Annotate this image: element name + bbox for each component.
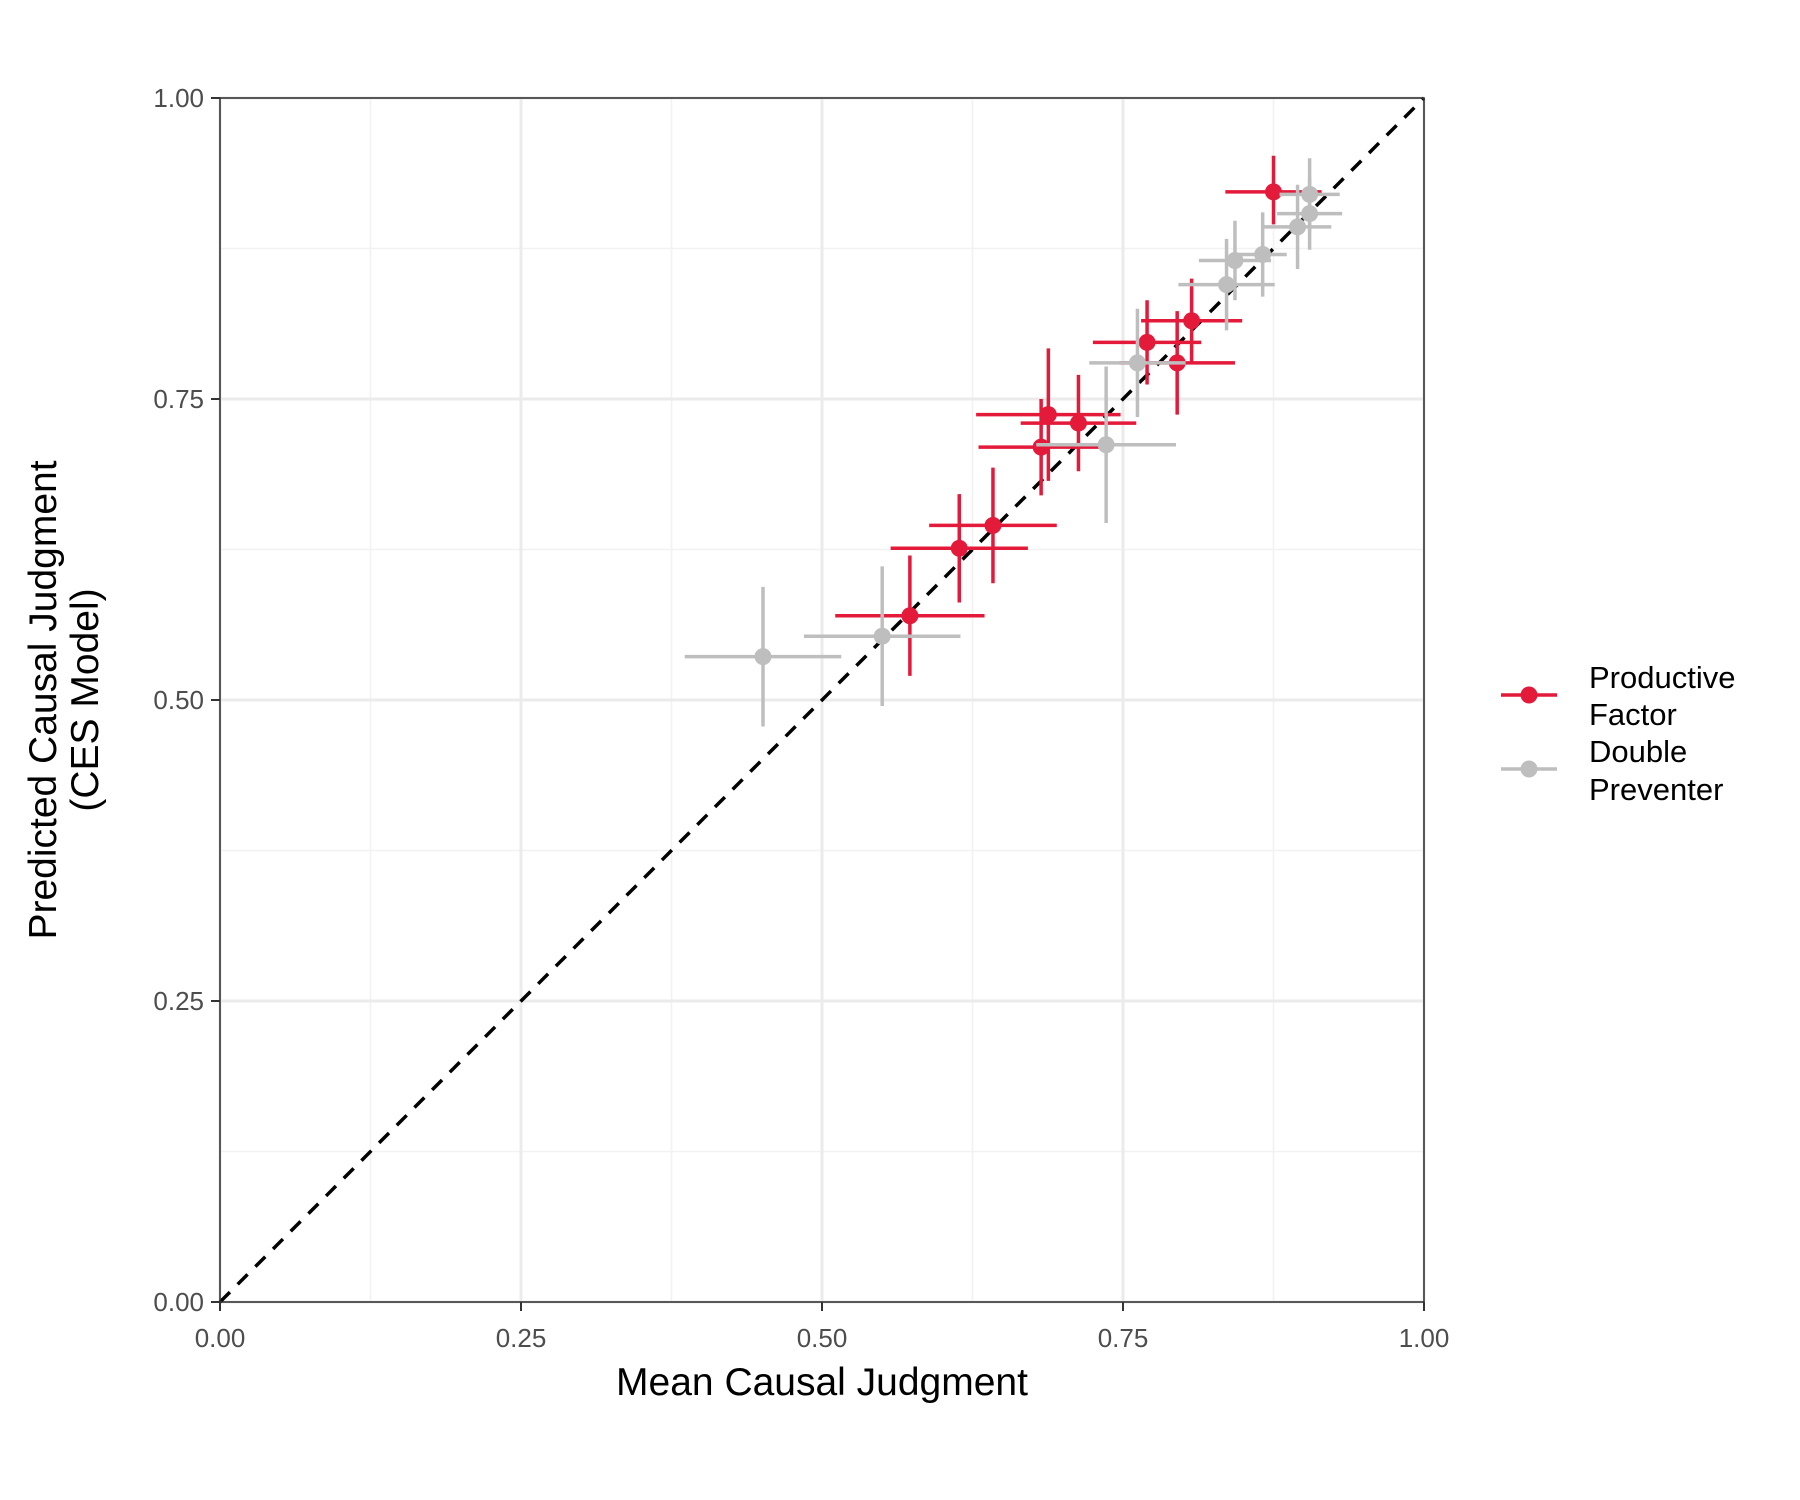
y-axis: 0.00 0.25 0.50 0.75 1.00 <box>153 83 220 1317</box>
data-point-group-double-preventer <box>684 586 842 727</box>
legend-label-double-preventer-line-2: Preventer <box>1589 772 1723 807</box>
data-point-productive-factor <box>1183 312 1201 330</box>
data-series <box>684 155 1343 727</box>
y-tick-label: 0.00 <box>153 1287 204 1317</box>
data-point-double-preventer <box>1128 354 1146 372</box>
data-point-productive-factor <box>1069 414 1087 432</box>
data-point-group-productive-factor <box>976 348 1121 481</box>
data-point-group-double-preventer <box>1238 212 1287 297</box>
data-point-group-double-preventer <box>1263 184 1332 269</box>
data-point-group-productive-factor <box>929 467 1057 584</box>
y-axis-title-line-2: (CES Model) <box>64 588 107 811</box>
legend-label-productive-factor-line-2: Factor <box>1589 697 1677 732</box>
data-point-group-productive-factor <box>890 494 1028 603</box>
legend-dot-productive-factor <box>1520 686 1538 704</box>
y-tick-label: 0.75 <box>153 384 204 414</box>
data-point-double-preventer <box>1226 252 1244 270</box>
x-tick-label: 1.00 <box>1399 1323 1450 1353</box>
data-point-double-preventer <box>1097 436 1115 454</box>
data-point-group-double-preventer <box>1178 238 1275 331</box>
data-point-group-double-preventer <box>803 566 961 707</box>
data-point-double-preventer <box>1254 246 1272 264</box>
legend-label-double-preventer-line-1: Double <box>1589 734 1687 769</box>
data-point-group-productive-factor <box>835 555 985 676</box>
x-tick-label: 0.50 <box>797 1323 848 1353</box>
data-point-productive-factor <box>901 607 919 625</box>
legend-item-productive-factor[interactable]: Productive Factor <box>1501 660 1735 732</box>
legend-label-productive-factor-line-1: Productive <box>1589 660 1735 695</box>
y-tick-label: 0.25 <box>153 986 204 1016</box>
legend-dot-double-preventer <box>1520 760 1538 778</box>
data-point-group-double-preventer <box>1036 366 1176 524</box>
data-point-group-double-preventer <box>1277 177 1343 250</box>
data-point-group-productive-factor <box>1092 300 1202 385</box>
data-point-productive-factor <box>950 539 968 557</box>
data-point-double-preventer <box>1218 276 1236 294</box>
data-point-group-double-preventer <box>1089 308 1186 418</box>
series-double-preventer <box>684 158 1343 727</box>
data-point-productive-factor <box>1265 183 1282 201</box>
data-point-double-preventer <box>1301 205 1319 223</box>
legend: Productive Factor Double Preventer <box>1501 660 1735 807</box>
y-tick-label: 0.50 <box>153 685 204 715</box>
y-axis-title-line-1: Predicted Causal Judgment <box>22 460 65 939</box>
x-tick-label: 0.25 <box>496 1323 547 1353</box>
x-axis-title: Mean Causal Judgment <box>616 1361 1028 1404</box>
data-point-group-double-preventer <box>1198 220 1272 301</box>
data-point-productive-factor <box>984 516 1002 534</box>
data-point-group-productive-factor <box>978 399 1104 496</box>
legend-item-double-preventer[interactable]: Double Preventer <box>1501 734 1723 807</box>
identity-reference-line <box>218 96 1426 1304</box>
data-point-double-preventer <box>1289 218 1307 236</box>
data-point-productive-factor <box>1039 406 1057 424</box>
data-point-productive-factor <box>1032 438 1050 456</box>
data-point-double-preventer <box>754 648 772 666</box>
x-tick-label: 0.00 <box>195 1323 246 1353</box>
x-axis: 0.00 0.25 0.50 0.75 1.00 <box>195 1302 1450 1353</box>
x-tick-label: 0.75 <box>1098 1323 1149 1353</box>
data-point-productive-factor <box>1138 333 1156 351</box>
y-tick-label: 1.00 <box>153 83 204 113</box>
data-point-double-preventer <box>873 627 891 645</box>
